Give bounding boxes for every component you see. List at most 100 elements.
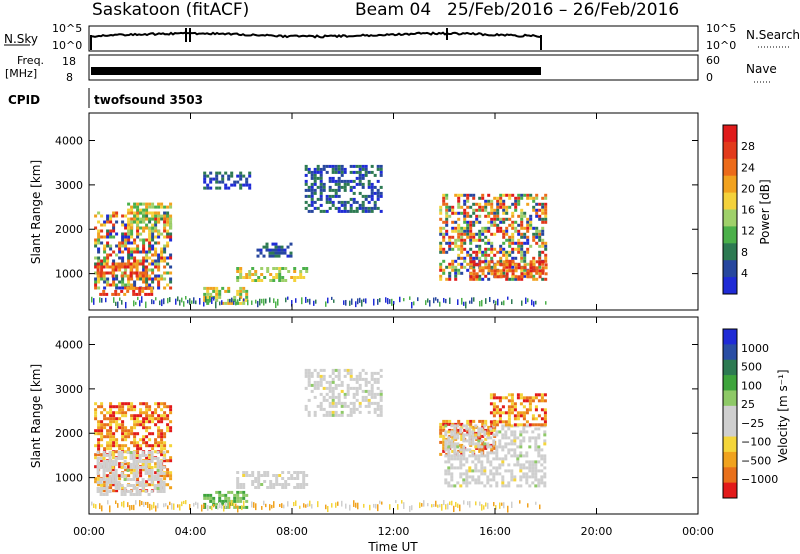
range-cell [218,490,222,494]
range-cell [528,396,532,400]
range-cell [505,263,509,267]
range-cell [484,253,488,257]
range-cell [489,420,493,424]
range-cell [139,423,143,427]
range-cell [540,463,544,467]
range-cell [544,193,548,197]
range-cell [319,377,323,381]
range-cell [91,501,93,506]
range-cell [157,286,161,290]
range-cell [331,167,335,171]
range-cell [313,413,317,417]
range-cell [517,196,521,200]
range-cell [534,463,538,467]
range-cell [278,483,282,486]
range-cell [287,483,291,486]
range-cell [528,469,532,473]
range-cell [136,417,140,421]
range-cell [364,197,368,201]
range-cell [505,229,509,233]
range-cell [466,196,470,200]
range-cell [316,374,320,378]
range-cell [513,402,517,406]
range-cell [227,301,231,305]
range-cell [147,460,151,463]
freq-label: Freq. [17,54,44,67]
range-cell [166,217,170,221]
range-cell [513,430,517,434]
range-cell [457,244,461,248]
range-cell [130,432,134,436]
range-cell [358,182,362,186]
range-cell [120,265,124,269]
range-cell [468,466,472,470]
range-cell [450,424,454,428]
range-cell [159,466,163,469]
range-cell [103,235,107,239]
range-cell [454,259,458,263]
range-cell [256,254,260,258]
range-cell [109,217,113,221]
range-cell [466,250,470,254]
range-cell [498,414,502,418]
range-cell [478,449,482,453]
range-cell [472,425,476,429]
range-cell [447,448,451,452]
range-cell [319,203,323,207]
range-cell [544,202,548,206]
range-cell [457,205,461,209]
range-cell [156,478,160,481]
range-cell [535,269,539,273]
range-cell [153,484,157,487]
range-cell [242,471,246,474]
range-cell [212,177,216,181]
range-cell [451,211,455,215]
range-cell [278,270,282,273]
range-cell [275,301,277,309]
range-cell [203,295,207,299]
range-cell [379,298,381,303]
range-cell [445,241,449,245]
range-cell [97,420,101,424]
range-cell [203,301,205,307]
range-cell [123,490,127,493]
range-cell [481,196,485,200]
range-cell [290,474,294,477]
range-cell [466,268,470,272]
range-cell [477,433,481,437]
range-cell [471,436,475,440]
range-cell [343,401,347,405]
range-cell [151,447,155,451]
range-cell [468,442,472,446]
range-cell [133,438,137,442]
range-cell [142,426,146,430]
range-cell [486,481,490,485]
range-cell [445,265,449,269]
range-cell [489,451,493,455]
range-cell [100,265,104,269]
range-cell [310,173,314,177]
range-cell [502,211,506,215]
range-cell [429,300,431,307]
range-cell [480,427,484,431]
colorbar-segment [723,390,737,407]
range-cell [103,280,107,284]
range-cell [109,444,113,448]
range-cell [335,502,337,508]
range-cell [534,417,538,421]
range-cell [331,401,335,405]
range-cell [331,200,335,204]
colorbar-segment [723,175,737,194]
range-cell [477,478,481,482]
range-cell [142,220,146,224]
range-cell [307,209,311,213]
range-cell [106,444,110,448]
range-cell [136,229,140,233]
range-cell [310,200,314,204]
range-cell [117,265,121,269]
range-cell [541,211,545,215]
range-cell [531,423,535,427]
range-cell [538,253,542,257]
range-cell [151,217,155,221]
